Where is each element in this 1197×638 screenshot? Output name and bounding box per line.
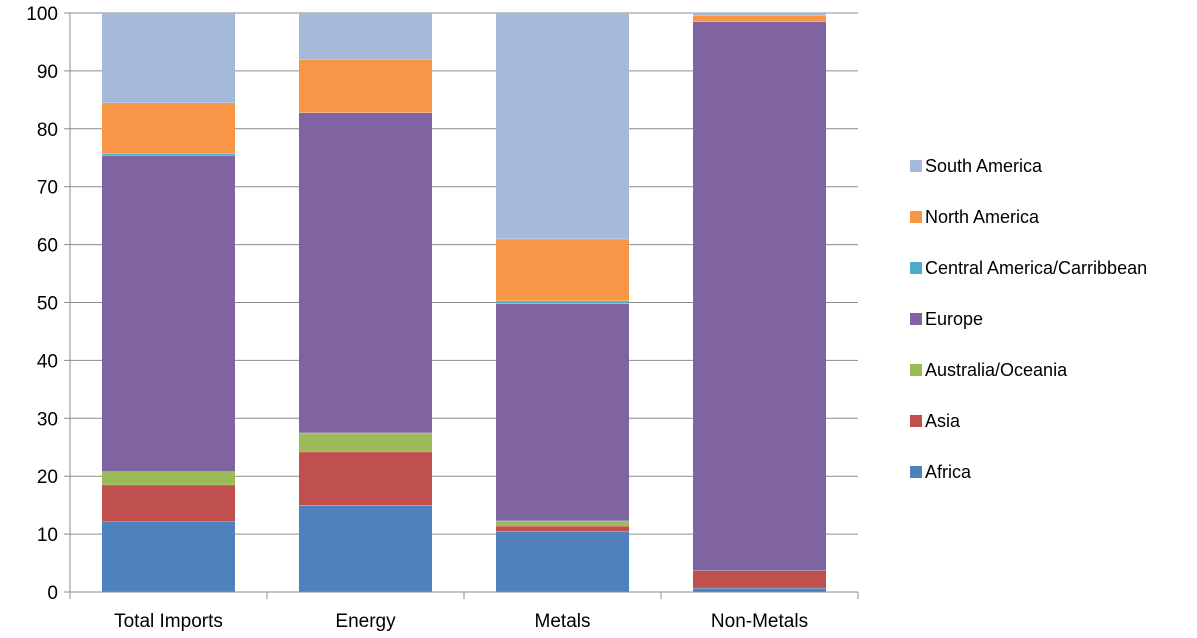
bar-segment-africa <box>496 531 629 592</box>
bar-segment-north-america <box>299 59 432 113</box>
legend-swatch <box>910 262 922 274</box>
x-tick-label: Non-Metals <box>711 611 808 632</box>
bar-segment-australia-oceania <box>102 471 235 485</box>
legend-label: Africa <box>925 462 972 482</box>
legend-swatch <box>910 415 922 427</box>
bar-segment-asia <box>299 451 432 506</box>
bar-segment-central-america-carribbean <box>496 300 629 304</box>
bar-segment-north-america <box>693 15 826 22</box>
bar-segment-asia <box>102 484 235 522</box>
bar-segment-europe <box>299 112 432 433</box>
y-tick-label: 80 <box>37 120 58 141</box>
y-tick-label: 30 <box>37 409 58 430</box>
bar-segment-central-america-carribbean <box>102 153 235 156</box>
y-tick-label: 20 <box>37 467 58 488</box>
legend: South America North America Central Americ… <box>910 156 1147 482</box>
bar-segment-south-america <box>102 13 235 103</box>
legend-label: Australia/Oceania <box>925 360 1068 380</box>
bar-segment-africa <box>299 505 432 592</box>
y-tick-label: 100 <box>26 4 58 25</box>
bar-segment-europe <box>102 155 235 472</box>
legend-swatch <box>910 466 922 478</box>
bar-segment-australia-oceania <box>496 520 629 526</box>
legend-label: South America <box>925 156 1043 176</box>
bars <box>102 13 826 592</box>
legend-swatch <box>910 364 922 376</box>
bar-segment-south-america <box>496 13 629 239</box>
bar-segment-africa <box>693 587 826 592</box>
y-tick-label: 50 <box>37 294 58 315</box>
x-tick-label: Total Imports <box>114 611 223 632</box>
bar-segment-australia-oceania <box>299 432 432 452</box>
y-tick-label: 90 <box>37 62 58 83</box>
legend-swatch <box>910 313 922 325</box>
x-tick-label: Energy <box>335 611 396 632</box>
legend-label: North America <box>925 207 1040 227</box>
bar-segment-south-america <box>693 13 826 16</box>
y-tick-label: 40 <box>37 351 58 372</box>
legend-label: Asia <box>925 411 961 431</box>
bar-segment-europe <box>496 303 629 521</box>
bar-segment-south-america <box>299 13 432 60</box>
bar-segment-africa <box>102 521 235 592</box>
legend-label: Central America/Carribbean <box>925 258 1147 278</box>
bar-segment-asia <box>496 525 629 532</box>
legend-swatch <box>910 211 922 223</box>
axes: 0 10 20 30 40 50 60 70 80 90 100 Total Imports Energ… <box>26 4 859 632</box>
y-tick-label: 60 <box>37 236 58 257</box>
legend-swatch <box>910 160 922 172</box>
bar-segment-north-america <box>102 102 235 154</box>
y-tick-label: 10 <box>37 525 58 546</box>
bar-segment-north-america <box>496 238 629 301</box>
bar-segment-europe <box>693 21 826 571</box>
y-tick-label: 0 <box>47 583 58 604</box>
y-tick-label: 70 <box>37 178 58 199</box>
bar-segment-asia <box>693 570 826 588</box>
x-tick-label: Metals <box>535 611 591 632</box>
legend-label: Europe <box>925 309 983 329</box>
